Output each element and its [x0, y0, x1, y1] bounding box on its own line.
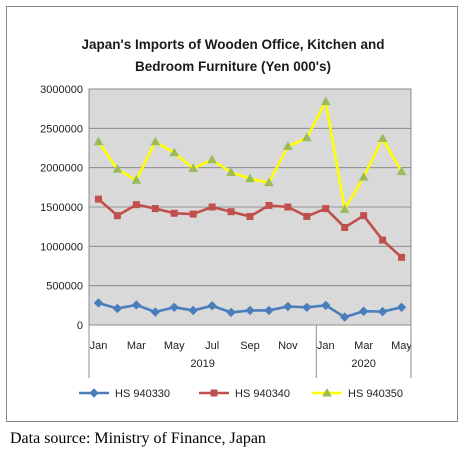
data-point-hs-940330 — [321, 300, 331, 311]
source-note: Data source: Ministry of Finance, Japan — [10, 430, 266, 447]
legend-marker-hs-940340 — [210, 389, 218, 397]
data-point-hs-940350 — [339, 204, 350, 213]
data-point-hs-940340 — [189, 210, 197, 218]
data-point-hs-940330 — [207, 301, 217, 311]
data-point-hs-940350 — [358, 172, 369, 181]
x-tick-label: May — [391, 340, 412, 352]
data-point-hs-940340 — [94, 195, 102, 203]
x-tick-label: Mar — [354, 340, 373, 352]
y-tick-label: 500000 — [46, 281, 83, 293]
y-tick-label: 2500000 — [40, 123, 83, 135]
data-point-hs-940350 — [131, 175, 142, 184]
x-tick-label: May — [164, 340, 185, 352]
data-point-hs-940330 — [188, 305, 198, 316]
data-point-hs-940340 — [284, 203, 292, 211]
year-label: 2019 — [190, 358, 214, 370]
data-point-hs-940340 — [151, 205, 159, 213]
data-point-hs-940340 — [208, 203, 216, 211]
chart-frame: Japan's Imports of Wooden Office, Kitche… — [6, 6, 458, 422]
data-point-hs-940350 — [112, 164, 123, 173]
data-point-hs-940340 — [379, 236, 387, 244]
data-point-hs-940330 — [169, 302, 179, 313]
data-point-hs-940350 — [188, 163, 199, 172]
data-point-hs-940330 — [150, 307, 161, 317]
data-point-hs-940330 — [396, 302, 407, 313]
x-tick-label: Jan — [90, 340, 108, 352]
legend-marker-hs-940350 — [322, 387, 332, 397]
data-point-hs-940350 — [377, 133, 388, 143]
data-point-hs-940330 — [302, 302, 312, 313]
data-point-hs-940340 — [322, 205, 330, 213]
data-point-hs-940330 — [339, 312, 350, 322]
x-tick-label: Jan — [317, 340, 335, 352]
data-point-hs-940350 — [226, 167, 236, 176]
data-point-hs-940340 — [132, 201, 140, 209]
data-point-hs-940340 — [113, 212, 121, 220]
data-point-hs-940350 — [301, 132, 312, 142]
data-point-hs-940350 — [245, 173, 255, 183]
data-point-hs-940340 — [246, 212, 254, 220]
data-point-hs-940340 — [341, 223, 349, 231]
data-point-hs-940330 — [226, 307, 236, 318]
data-point-hs-940330 — [358, 306, 369, 316]
data-point-hs-940350 — [283, 141, 293, 150]
year-label: 2020 — [351, 358, 375, 370]
data-point-hs-940330 — [245, 305, 255, 316]
y-tick-label: 0 — [77, 320, 83, 332]
legend: HS 940330 HS 940340 HS 940350 — [79, 387, 403, 400]
y-tick-label: 2000000 — [40, 163, 83, 175]
data-point-hs-940330 — [93, 298, 104, 308]
data-point-hs-940350 — [264, 177, 274, 187]
y-tick-label: 1500000 — [40, 202, 83, 214]
legend-marker-hs-940330 — [89, 388, 99, 398]
y-tick-label: 3000000 — [40, 84, 83, 96]
plot-area: 0 500000 1000000 1500000 2000000 2500000 30000… — [40, 84, 412, 378]
legend-label-hs-940350: HS 940350 — [348, 388, 403, 400]
x-tick-label: Jul — [205, 340, 219, 352]
data-point-hs-940350 — [207, 154, 217, 164]
data-point-hs-940340 — [398, 253, 406, 261]
data-point-hs-940330 — [131, 300, 142, 310]
data-point-hs-940350 — [396, 166, 407, 176]
data-point-hs-940350 — [93, 136, 104, 146]
data-point-hs-940340 — [227, 208, 235, 216]
y-tick-label: 1000000 — [40, 241, 83, 253]
legend-label-hs-940340: HS 940340 — [235, 388, 290, 400]
data-point-hs-940330 — [377, 306, 388, 317]
chart-title-line-1: Japan's Imports of Wooden Office, Kitche… — [82, 37, 385, 52]
data-point-hs-940330 — [264, 305, 274, 316]
data-point-hs-940330 — [112, 303, 123, 314]
data-point-hs-940340 — [265, 201, 273, 209]
data-point-hs-940350 — [320, 96, 331, 106]
data-point-hs-940330 — [283, 301, 293, 312]
data-point-hs-940340 — [170, 209, 178, 217]
data-point-hs-940340 — [303, 212, 311, 220]
x-tick-label: Mar — [127, 340, 146, 352]
chart-title-line-2: Bedroom Furniture (Yen 000's) — [135, 59, 331, 74]
data-point-hs-940340 — [360, 212, 368, 220]
data-point-hs-940350 — [169, 147, 180, 157]
line-chart: Japan's Imports of Wooden Office, Kitche… — [40, 37, 412, 400]
x-tick-label: Nov — [278, 340, 298, 352]
x-tick-label: Sep — [240, 340, 260, 352]
legend-label-hs-940330: HS 940330 — [115, 388, 170, 400]
data-point-hs-940350 — [150, 136, 161, 146]
